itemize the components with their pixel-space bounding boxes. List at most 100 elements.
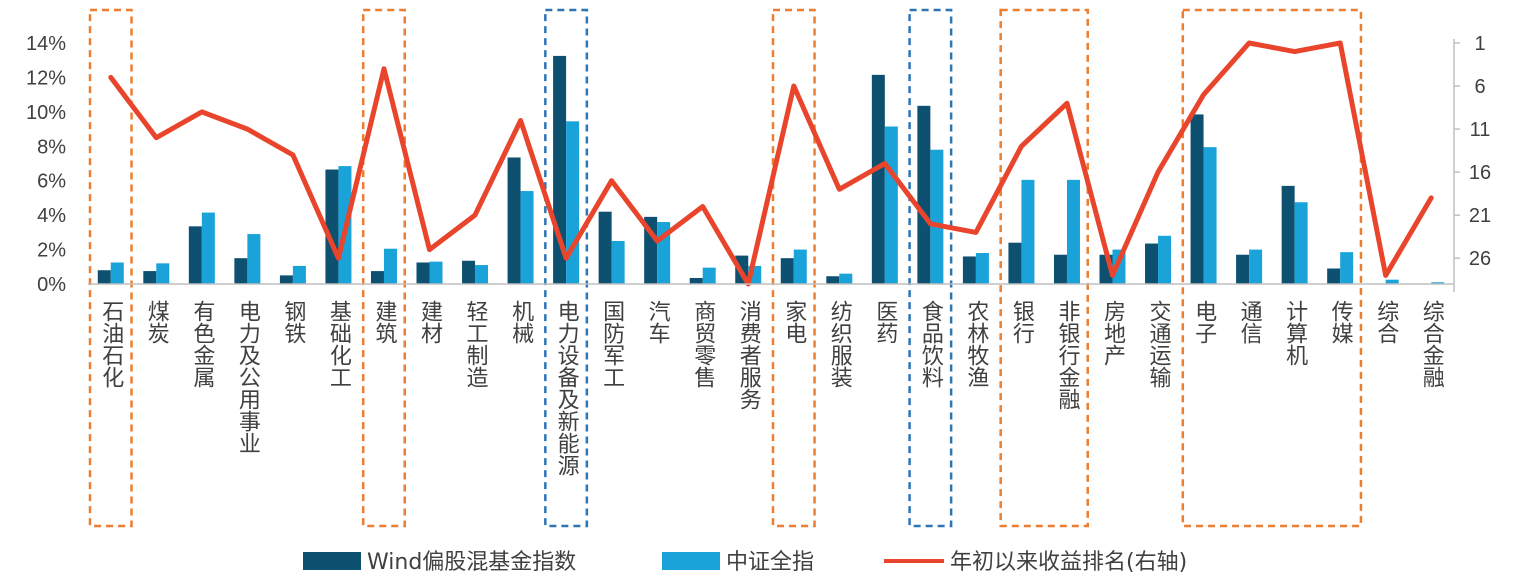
- bar-wind: [1053, 254, 1067, 284]
- bar-wind: [234, 258, 248, 284]
- category-label: 电子: [1191, 300, 1216, 344]
- rank-line: [108, 40, 1434, 287]
- bar-csi: [1294, 202, 1308, 284]
- category-label: 石油石化: [98, 300, 124, 388]
- category-label: 钢铁: [280, 300, 306, 344]
- right-axis-tick: 11: [1470, 119, 1491, 141]
- left-axis: 0% 2% 4% 6% 8% 10% 12% 14%: [26, 33, 66, 296]
- highlight-box-5: [999, 8, 1089, 528]
- category-label: 银行: [1009, 300, 1035, 344]
- category-label: 综合金融: [1419, 300, 1445, 388]
- bar-wind: [507, 157, 521, 284]
- legend-label-csi: 中证全指: [726, 550, 814, 575]
- rank-line-path: [108, 40, 1434, 287]
- category-label: 房地产: [1100, 300, 1126, 366]
- bar-csi: [1431, 282, 1445, 284]
- left-axis-tick: 0%: [37, 274, 66, 296]
- highlight-boxes: [88, 8, 1363, 528]
- bar-wind: [143, 271, 157, 284]
- highlight-box-2: [544, 8, 589, 528]
- category-label: 基础化工: [326, 300, 352, 388]
- bar-wind: [962, 256, 976, 284]
- left-axis-tick: 12%: [26, 67, 66, 89]
- legend-swatch-wind: [303, 552, 361, 570]
- bar-csi: [201, 212, 215, 284]
- highlight-box-0: [88, 8, 133, 528]
- highlight-box-4: [908, 8, 953, 528]
- category-label: 有色金属: [189, 300, 215, 388]
- bar-wind: [1145, 243, 1159, 284]
- bar-csi: [839, 273, 853, 284]
- right-axis-tick: 21: [1469, 205, 1491, 227]
- legend-label-rank: 年初以来收益排名(右轴): [950, 550, 1187, 575]
- bar-csi: [1021, 179, 1035, 284]
- category-label: 农林牧渔: [963, 300, 989, 388]
- bar-wind: [370, 271, 384, 284]
- bar-wind: [97, 270, 111, 284]
- bar-csi: [156, 263, 170, 284]
- category-label: 煤炭: [144, 300, 170, 344]
- left-axis-tick: 6%: [37, 171, 66, 193]
- bar-wind: [917, 105, 931, 284]
- bar-csi: [247, 234, 261, 284]
- category-label: 消费者服务: [736, 300, 762, 410]
- category-label: 传媒: [1328, 300, 1354, 344]
- category-label: 医药: [872, 300, 897, 344]
- bar-wind: [1008, 242, 1022, 284]
- bar-wind: [598, 211, 612, 284]
- bar-csi: [292, 265, 306, 284]
- category-label: 电力设备及新能源: [554, 300, 580, 476]
- category-label: 建筑: [371, 300, 397, 344]
- bar-csi: [110, 262, 124, 284]
- left-axis-tick: 10%: [26, 102, 66, 124]
- category-label: 综合: [1373, 300, 1399, 344]
- category-label: 建材: [417, 300, 443, 344]
- category-label: 汽车: [645, 300, 671, 344]
- bar-wind: [1281, 185, 1295, 284]
- bar-wind: [279, 275, 293, 284]
- category-label: 商贸零售: [690, 300, 716, 388]
- legend: Wind偏股混基金指数 中证全指 年初以来收益排名(右轴): [303, 550, 1187, 575]
- bar-wind: [871, 74, 885, 284]
- bar-csi: [884, 126, 898, 284]
- category-label: 非银行金融: [1054, 300, 1080, 410]
- left-axis-tick: 8%: [37, 136, 66, 158]
- bar-wind: [1327, 268, 1341, 284]
- bar-csi: [1249, 249, 1263, 284]
- left-axis-tick: 14%: [26, 33, 66, 55]
- category-label: 食品饮料: [918, 300, 944, 388]
- category-label: 轻工制造: [463, 300, 489, 388]
- highlight-box-6: [1181, 8, 1363, 528]
- category-label: 电力及公用事业: [235, 300, 261, 454]
- bar-csi: [975, 253, 989, 284]
- category-labels: 石油石化 煤炭 有色金属 电力及公用事业 钢铁 基础化工 建筑 建材 轻工制造 机械 电力设备及新能…: [98, 300, 1444, 476]
- right-axis-tick: 16: [1469, 162, 1491, 184]
- highlight-box-3: [771, 8, 816, 528]
- bar-csi: [383, 248, 397, 284]
- bar-wind: [1236, 254, 1250, 284]
- legend-swatch-csi: [662, 552, 720, 570]
- bar-wind: [416, 262, 430, 284]
- bar-csi: [520, 191, 534, 284]
- right-axis-tick: 26: [1469, 248, 1491, 270]
- bar-wind: [1190, 114, 1204, 284]
- category-label: 计算机: [1282, 300, 1308, 366]
- highlight-box-1: [361, 8, 406, 528]
- bar-wind: [689, 277, 703, 284]
- bar-wind: [826, 276, 840, 284]
- right-axis-tick: 1: [1474, 33, 1485, 55]
- bar-csi: [1158, 235, 1172, 284]
- bar-csi: [429, 261, 443, 284]
- left-axis-tick: 2%: [37, 240, 66, 262]
- bar-csi: [793, 249, 807, 284]
- bar-wind: [188, 226, 202, 284]
- category-label: 国防军工: [599, 300, 624, 388]
- bar-wind: [780, 258, 794, 284]
- bar-csi: [1066, 179, 1080, 284]
- category-label: 交通运输: [1146, 300, 1172, 388]
- bar-csi: [1340, 252, 1354, 284]
- bar-csi: [1203, 147, 1217, 284]
- bar-csi: [930, 149, 944, 284]
